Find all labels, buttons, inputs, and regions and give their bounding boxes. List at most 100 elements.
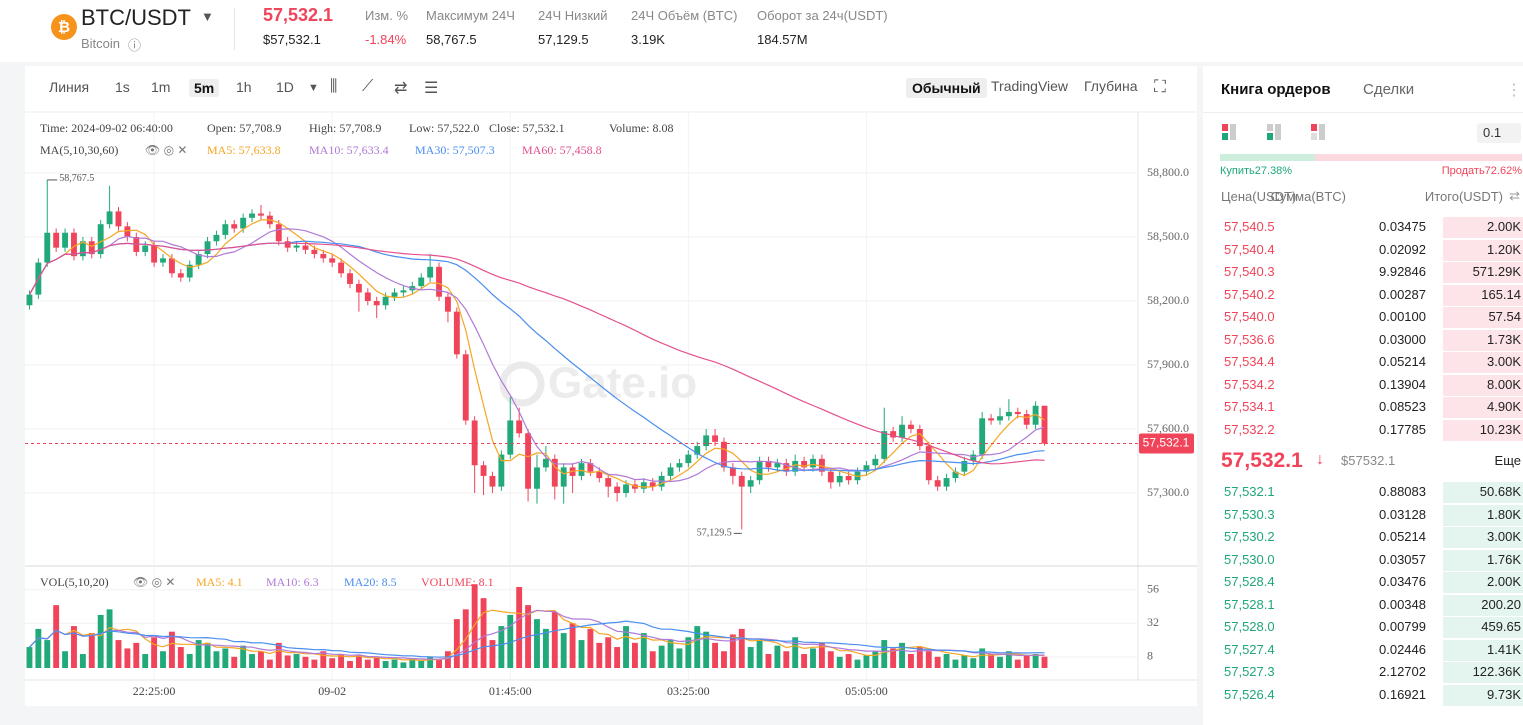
volume-bar: [747, 647, 754, 668]
toggle-part: [1222, 124, 1228, 131]
price[interactable]: 57,534.4: [1224, 354, 1275, 369]
interval-tab[interactable]: 1h: [236, 79, 252, 95]
symbol[interactable]: BTC/USDT: [81, 5, 191, 30]
view-tab[interactable]: Глубина: [1084, 78, 1138, 94]
more-link[interactable]: Еще: [1494, 453, 1521, 468]
view-tab[interactable]: Обычный: [906, 78, 987, 98]
depth-bar: [1443, 549, 1523, 571]
total: 3.00K: [1487, 354, 1521, 369]
stat-value: 3.19K: [631, 32, 665, 47]
price[interactable]: 57,536.6: [1224, 331, 1275, 347]
price[interactable]: 57,532.2: [1224, 421, 1275, 437]
stat-label: 24Ч Низкий: [538, 8, 608, 23]
candle-body: [427, 266, 434, 278]
tool-icon[interactable]: ⇄: [394, 80, 408, 97]
candle-body: [551, 458, 558, 487]
interval-tab[interactable]: 1D: [276, 79, 294, 95]
tool-icon[interactable]: ☰: [424, 80, 439, 97]
volume-bar: [240, 645, 247, 668]
price[interactable]: 57,540.4: [1224, 241, 1275, 257]
layout-toggle[interactable]: [1311, 124, 1325, 140]
amount: 0.02092: [1379, 241, 1426, 257]
dropdown-arrow[interactable]: ▼: [201, 9, 214, 24]
volume-bar: [133, 642, 140, 668]
tool-icon[interactable]: ⫼: [330, 78, 338, 95]
candle-body: [373, 301, 380, 306]
orderbook-tab[interactable]: Сделки: [1363, 81, 1415, 98]
price[interactable]: 57,528.0: [1224, 619, 1275, 634]
candle-body: [729, 467, 736, 476]
amount: 0.00287: [1379, 286, 1426, 302]
volume-bar: [471, 584, 478, 668]
price[interactable]: 57,528.4: [1224, 574, 1275, 589]
price[interactable]: 57,540.5: [1224, 219, 1275, 234]
volume-bar: [721, 651, 727, 668]
info-icon[interactable]: ⓘ: [128, 38, 142, 53]
price[interactable]: 57,534.1: [1224, 399, 1275, 414]
orderbook-tab[interactable]: Книга ордеров: [1221, 81, 1331, 98]
volume-bar: [783, 651, 790, 668]
interval-tab[interactable]: Линия: [49, 79, 90, 95]
candle-body: [1005, 411, 1012, 417]
depth-bar: [1443, 617, 1523, 638]
price[interactable]: 57,532.1: [1224, 484, 1275, 499]
high-label: 58,767.5: [59, 173, 94, 184]
depth-bar: [1443, 307, 1523, 328]
amount: 0.08523: [1379, 399, 1426, 414]
menu-icon[interactable]: ⋮: [1506, 82, 1522, 99]
candle-body: [498, 454, 505, 487]
candle-body: [890, 431, 897, 438]
precision-select[interactable]: 0.1: [1477, 123, 1521, 143]
fullscreen-icon[interactable]: ⛶: [1154, 77, 1166, 96]
interval-tab[interactable]: 5m: [189, 79, 220, 97]
total: 50.68K: [1479, 484, 1521, 499]
view-tab[interactable]: TradingView: [991, 78, 1069, 94]
price[interactable]: 57,540.0: [1224, 309, 1275, 324]
tool-icon[interactable]: ⟋: [362, 78, 374, 95]
volume-bar: [1023, 655, 1030, 668]
candle-body: [400, 290, 407, 293]
price[interactable]: 57,530.2: [1224, 529, 1275, 544]
vol-legend-title: VOL(5,10,20): [40, 575, 109, 589]
volume-bar: [863, 655, 870, 668]
candle-body: [587, 463, 594, 472]
interval-tab[interactable]: 1s: [115, 79, 130, 95]
divider: [234, 8, 235, 50]
candle-body: [525, 433, 532, 489]
price[interactable]: 57,526.4: [1224, 686, 1275, 702]
layout-toggle[interactable]: [1267, 124, 1281, 140]
candle-body: [160, 258, 166, 263]
volume-bar: [249, 654, 255, 668]
price[interactable]: 57,540.3: [1224, 264, 1275, 279]
price[interactable]: 57,530.0: [1224, 551, 1275, 567]
y-tick-label: 57,300.0: [1147, 485, 1189, 499]
candle-body: [961, 461, 968, 472]
price[interactable]: 57,540.2: [1224, 286, 1275, 302]
candle-body: [712, 435, 718, 442]
volume-bar: [453, 619, 460, 668]
candle-body: [560, 467, 567, 487]
volume-bar: [213, 651, 220, 668]
candle-body: [881, 431, 888, 459]
price[interactable]: 57,527.3: [1224, 664, 1275, 679]
volume-bar: [596, 642, 603, 668]
candle-body: [1023, 414, 1030, 425]
volume-bar: [961, 655, 968, 668]
candle-body: [284, 241, 291, 248]
swap-icon[interactable]: ⇄: [1509, 188, 1520, 203]
volume-bar: [827, 651, 834, 668]
volume-bar: [355, 655, 362, 668]
price[interactable]: 57,527.4: [1224, 641, 1275, 657]
svg-text:₿: ₿: [58, 19, 70, 36]
candle-body: [79, 241, 86, 257]
volume-bar: [124, 648, 131, 668]
price[interactable]: 57,528.1: [1224, 596, 1275, 612]
volume-bar: [320, 651, 327, 668]
price[interactable]: 57,530.3: [1224, 506, 1275, 522]
price[interactable]: 57,534.2: [1224, 376, 1275, 392]
layout-toggle[interactable]: [1222, 124, 1236, 140]
dropdown-arrow[interactable]: ▼: [308, 82, 319, 94]
interval-tab[interactable]: 1m: [151, 79, 171, 95]
candle-body: [516, 420, 523, 434]
volume-bar: [542, 628, 549, 668]
